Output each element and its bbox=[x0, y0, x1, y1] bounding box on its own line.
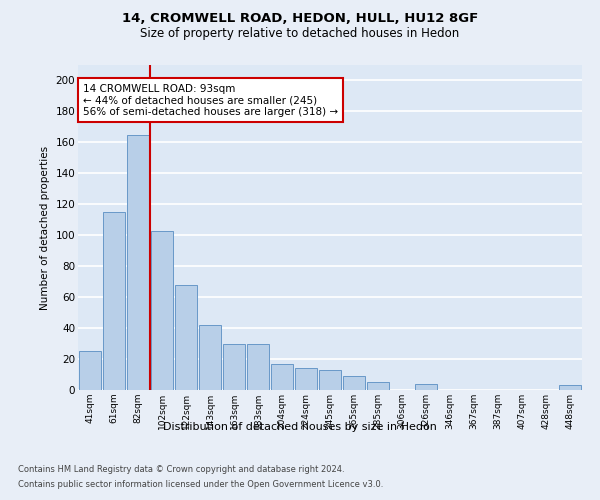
Bar bbox=[247, 344, 269, 390]
Bar bbox=[415, 384, 437, 390]
Bar bbox=[343, 376, 365, 390]
Bar bbox=[151, 230, 173, 390]
Y-axis label: Number of detached properties: Number of detached properties bbox=[40, 146, 50, 310]
Bar bbox=[199, 325, 221, 390]
Bar bbox=[103, 212, 125, 390]
Bar bbox=[319, 370, 341, 390]
Text: Size of property relative to detached houses in Hedon: Size of property relative to detached ho… bbox=[140, 28, 460, 40]
Bar bbox=[79, 352, 101, 390]
Bar bbox=[367, 382, 389, 390]
Text: Contains public sector information licensed under the Open Government Licence v3: Contains public sector information licen… bbox=[18, 480, 383, 489]
Bar bbox=[175, 285, 197, 390]
Bar bbox=[127, 134, 149, 390]
Text: Distribution of detached houses by size in Hedon: Distribution of detached houses by size … bbox=[163, 422, 437, 432]
Bar bbox=[559, 386, 581, 390]
Text: 14, CROMWELL ROAD, HEDON, HULL, HU12 8GF: 14, CROMWELL ROAD, HEDON, HULL, HU12 8GF bbox=[122, 12, 478, 26]
Bar bbox=[223, 344, 245, 390]
Text: 14 CROMWELL ROAD: 93sqm
← 44% of detached houses are smaller (245)
56% of semi-d: 14 CROMWELL ROAD: 93sqm ← 44% of detache… bbox=[83, 84, 338, 117]
Bar bbox=[295, 368, 317, 390]
Bar bbox=[271, 364, 293, 390]
Text: Contains HM Land Registry data © Crown copyright and database right 2024.: Contains HM Land Registry data © Crown c… bbox=[18, 465, 344, 474]
